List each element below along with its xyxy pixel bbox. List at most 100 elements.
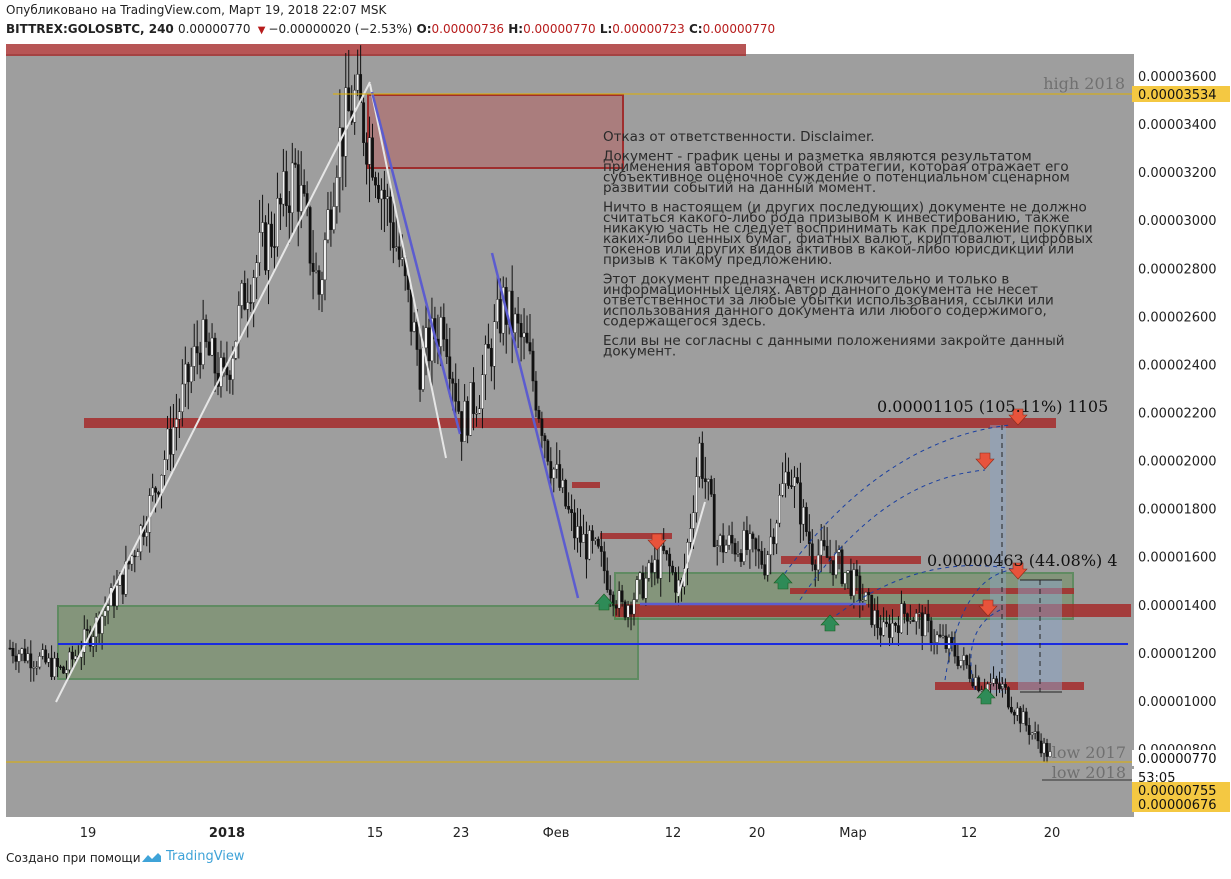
projection-arc-5 [970,609,1001,691]
buy-arrow-icon [976,687,996,705]
candle-body [626,605,630,618]
candle-body [935,634,939,643]
buy-arrow-icon [773,572,793,590]
candle-body [816,554,820,571]
y-tick-label: 0.00003000 [1138,214,1217,229]
tradingview-brand: TradingView [166,849,245,864]
candle-body [409,289,413,332]
candle-body [908,619,912,622]
candle-body [593,538,597,541]
candle-body [721,535,725,553]
candle-body [748,533,752,550]
candle-body [311,263,315,272]
candle-body [1033,731,1037,734]
x-tick-label: 15 [367,826,384,841]
candle-body [689,528,692,543]
candle-body [154,487,157,493]
candle-body [252,277,256,303]
candle-body [528,342,532,352]
candle-body [478,408,481,414]
candle-body [540,418,544,436]
candle-body [1024,711,1028,726]
candle-body [293,162,297,165]
candle-body [501,287,505,334]
candle-body [427,327,431,362]
projection-arc-1 [779,424,1011,581]
candle-body [760,550,764,565]
candle-body [204,319,208,343]
candle-body [38,655,42,668]
candle-body [213,337,217,374]
candle-body [582,534,585,543]
candle-body [549,461,553,479]
candle-body [388,196,392,223]
down-triangle-icon: ▼ [257,25,266,36]
red-band-1900 [572,482,600,488]
candle-body [133,555,137,558]
candle-body [385,196,389,200]
candle-body [451,378,455,384]
candle-body [855,569,859,577]
tradingview-logo[interactable]: TradingView [140,849,245,864]
candle-body [1012,711,1016,716]
candle-body [124,561,128,595]
disclaimer-line: Если вы не согласны с данными положениям… [603,333,1065,349]
candle-body [620,590,624,602]
level-label-high-2018: high 2018 [1043,74,1125,93]
y-tick-label: 0.00001400 [1138,599,1217,614]
candle-body [442,317,446,340]
x-tick-label: 2018 [209,826,245,841]
candle-body [264,222,267,271]
candle-body [243,283,247,310]
candle-body [14,655,18,662]
candle-body [751,533,755,539]
candle-body [825,545,829,558]
candle-body [926,613,930,621]
y-tick-label: 0.00002000 [1138,455,1217,470]
sell-arrow-icon [647,533,667,551]
price-chart[interactable]: Отказ от ответственности. Disclaimer. Док… [0,40,1231,848]
y-tick-label: 0.00003400 [1138,118,1217,133]
candle-body [635,579,639,600]
candle-body [1030,732,1034,735]
candle-body [73,655,77,660]
candle-body [531,350,535,382]
price-tag-label: 0.00003534 [1138,88,1217,103]
candle-body [650,562,654,573]
candle-body [799,482,802,525]
disclaimer-line: ответственности за любые убытки использо… [603,293,1054,309]
candle-body [394,246,398,249]
time-axis[interactable] [6,817,1134,848]
white-diagonal-line [369,83,447,459]
candle-body [457,401,461,412]
candle-body [261,222,264,233]
candle-body [796,477,799,483]
candle-body [561,480,565,488]
candle-body [995,678,998,684]
candle-body [472,382,475,414]
candle-body [929,620,933,644]
candle-body [489,347,493,367]
price-axis[interactable] [1134,40,1231,848]
sell-arrow-icon [1008,562,1028,580]
candle-body [1004,684,1007,688]
disclaimer-line: Этот документ предназначен исключительно… [603,272,1009,288]
candle-body [189,366,193,383]
candle-body [198,352,202,365]
candle-body [599,546,603,552]
candle-body [662,545,666,551]
candle-body [219,357,223,387]
candle-body [998,683,1001,689]
candle-body [911,619,915,622]
y-tick-label: 0.00002200 [1138,406,1217,421]
y-tick-label: 0.00001000 [1138,695,1217,710]
sell-arrow-icon [975,452,995,470]
candle-body [481,374,484,409]
candle-body [207,341,211,356]
price-tag-bg [1132,796,1230,812]
candle-body [769,536,773,555]
candle-body [730,534,734,544]
disclaimer-line: использования данного документа или любо… [603,303,1047,319]
candle-body [347,87,351,112]
candle-body [781,483,784,496]
